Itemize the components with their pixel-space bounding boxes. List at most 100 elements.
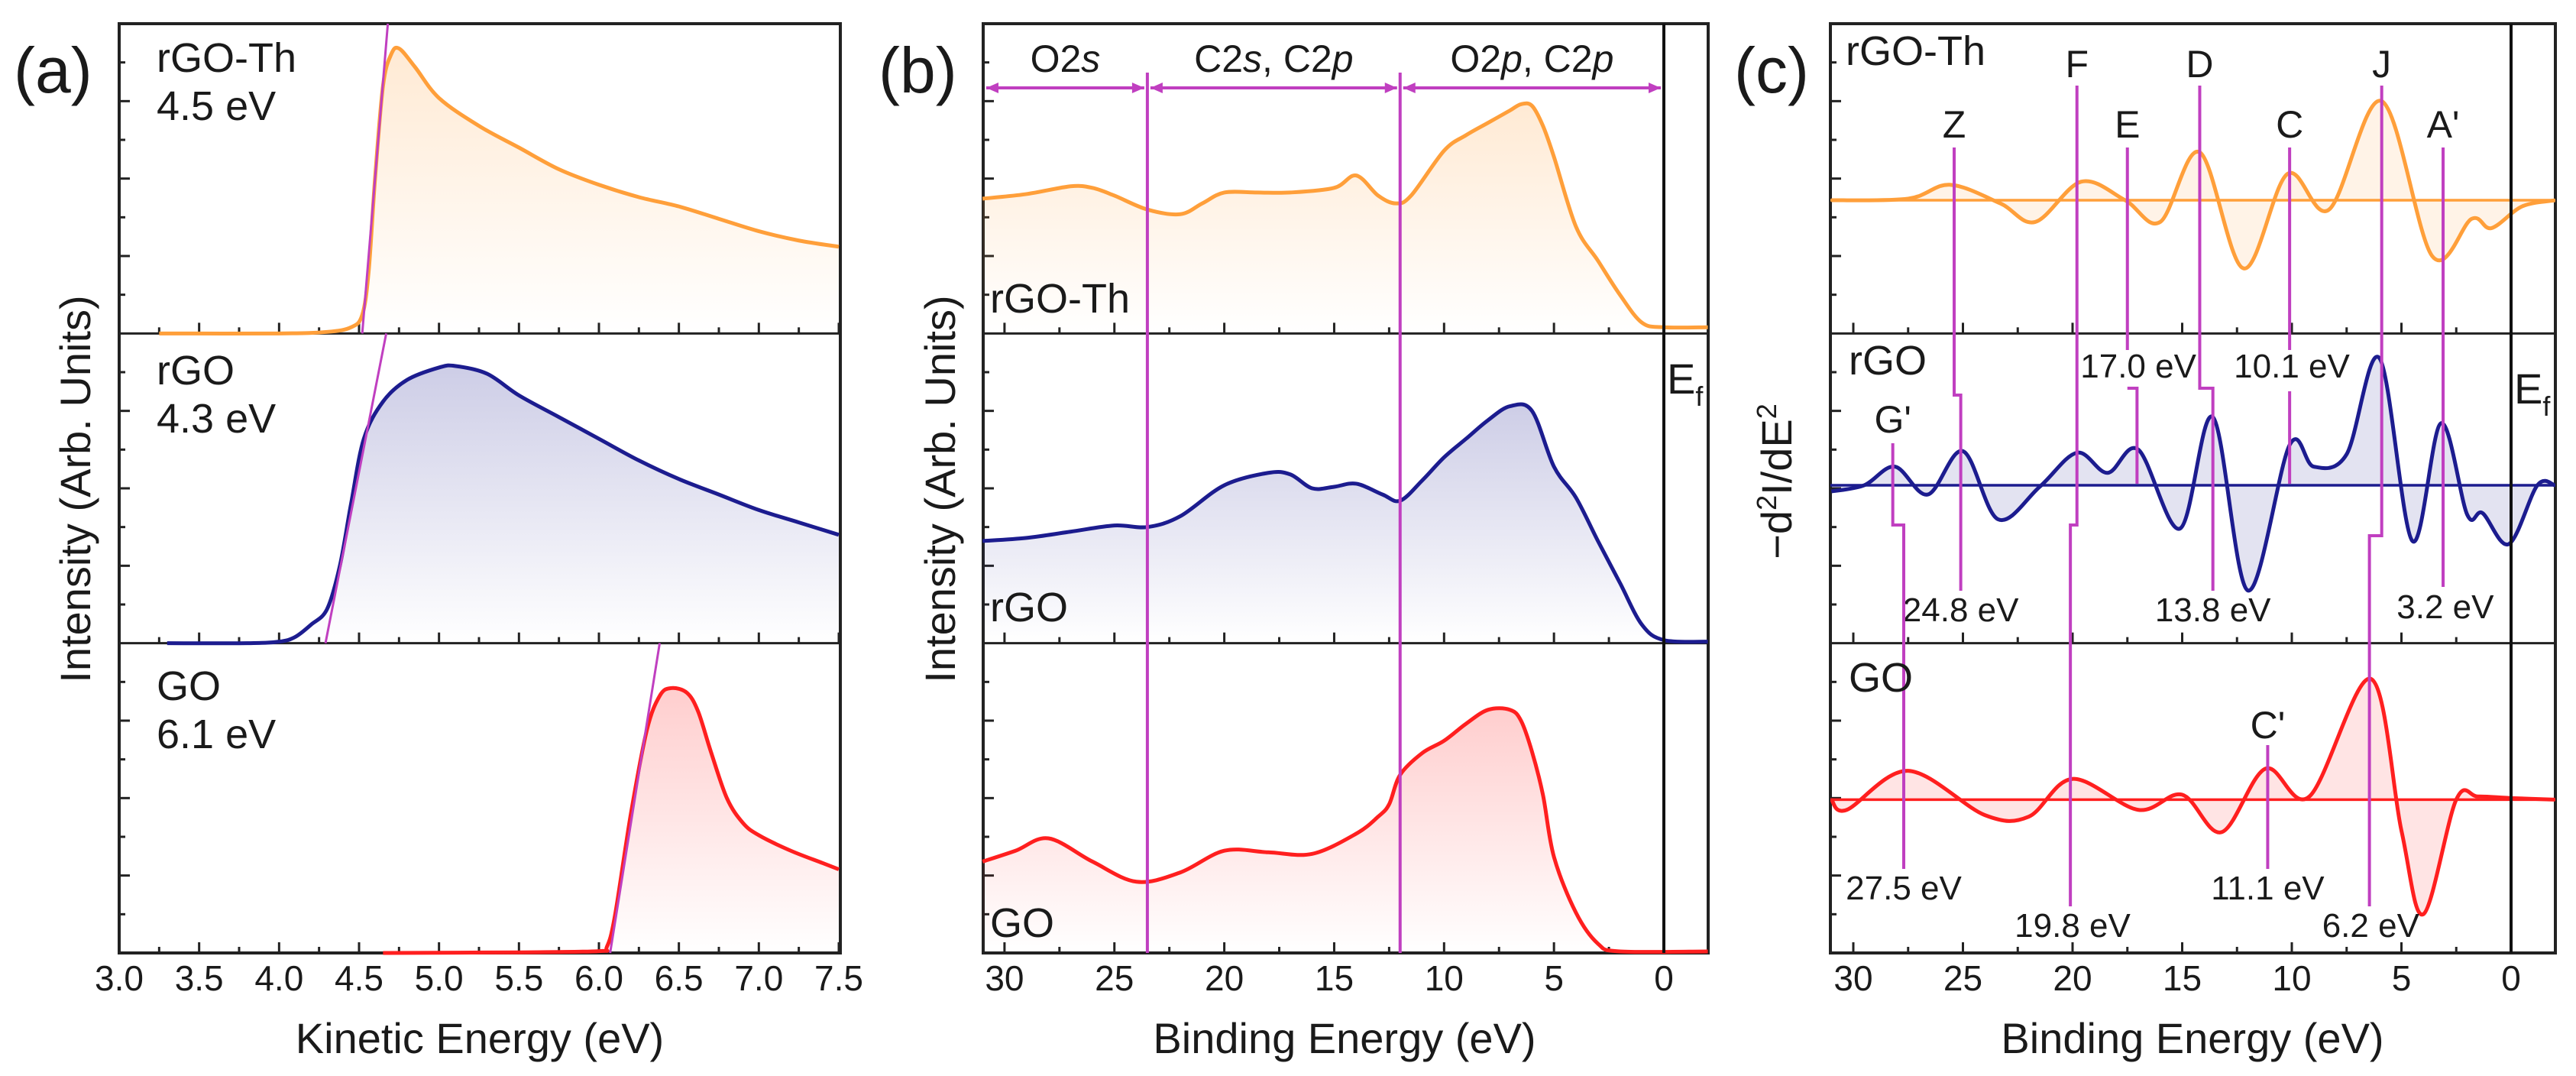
x-axis-title-b: Binding Energy (eV) [1153,1014,1536,1062]
x-tick-label: 20 [2053,958,2092,998]
peak-letter-label: D [2186,43,2213,86]
arrowhead-left [986,83,998,93]
work-function-rgo: 4.3 eV [157,396,276,442]
panel-label-a: (a) [14,34,92,106]
peak-letter-label: F [2065,43,2089,86]
series-fill-go [1831,678,2555,915]
x-tick-label: 0 [1654,958,1674,998]
x-axis-title-c: Binding Energy (eV) [2001,1014,2383,1062]
x-tick-label: 30 [985,958,1024,998]
series-fill-go [383,688,839,953]
peak-energy-label: 6.2 eV [2322,907,2420,945]
peak-marker: D 13.8 eV [2155,43,2271,629]
peak-marker-line [1891,443,1906,869]
y-axis-title-a: Intensity (Arb. Units) [51,295,99,682]
x-axis-title-a: Kinetic Energy (eV) [296,1014,664,1062]
region-label-part: O2 [1031,37,1082,80]
peak-energy-label: 10.1 eV [2234,348,2350,385]
series-line-rgo-th [159,45,840,335]
peak-energy-label: 11.1 eV [2211,870,2325,907]
x-tick-label: 5 [1544,958,1564,998]
peak-energy-label: 19.8 eV [2015,907,2131,945]
peak-letter-label: A' [2427,103,2460,146]
peak-marker: C 10.1 eV [2234,103,2350,484]
x-tick-label: 5.0 [415,958,464,998]
y-axis-title-part: I/dE [1752,419,1801,495]
series-fill-rgo-th [159,47,839,334]
x-tick-label: 25 [1095,958,1134,998]
y-axis-title-part: 2 [1751,404,1782,419]
peak-energy-label: 27.5 eV [1846,870,1962,907]
region-label-part: O2 [1450,37,1501,80]
panel-c: 30 25 20 15 10 5 0 Ef Z 24.8 eV F 19.8 eV E 17.0 eV D 1… [1734,22,2557,1062]
peak-energy-label: 24.8 eV [1903,591,2019,629]
series-label-go: GO [1849,655,1913,701]
peak-marker: F 19.8 eV [2015,43,2131,945]
series-line-go [1830,676,2555,917]
x-tick-label: 5 [2392,958,2412,998]
peak-marker: A' 3.2 eV [2396,103,2494,626]
x-tick-label: 6.0 [574,958,623,998]
series-fill-rgo-th [982,103,1708,334]
onset-fit-line [609,643,662,954]
region-label: C2s, C2p [1194,37,1353,80]
x-tick-label: 7.0 [734,958,783,998]
panel-a: 3.0 3.5 4.0 4.5 5.0 5.5 6.0 6.5 7.0 7.5(a) rGO-Th4… [14,22,863,1062]
x-tick-label: 4.0 [254,958,303,998]
series-fill-rgo [167,365,839,643]
region-label-part: p [1591,37,1614,80]
x-tick-label: 7.5 [814,958,863,998]
peak-marker: Z 24.8 eV [1903,103,2019,629]
x-tick-label: 15 [2163,958,2202,998]
region-label: O2p, C2p [1450,37,1613,80]
fermi-level-label: Ef [1667,355,1704,412]
series-fill-rgo [982,404,1708,643]
peak-marker-line [2069,86,2079,906]
x-tick-label: 4.5 [335,958,383,998]
peak-energy-label: 3.2 eV [2396,588,2494,626]
x-tick-label: 10 [1425,958,1464,998]
x-tick-label: 0 [2501,958,2521,998]
peak-marker: J 6.2 eV [2322,43,2420,945]
arrowhead-left [1403,83,1416,93]
region-label-part: , C2 [1523,37,1593,80]
series-label-rgo-th: rGO-Th [157,35,296,81]
series-line-rgo-th [1831,99,2555,271]
x-tick-label: 20 [1205,958,1244,998]
series-line-go [383,685,840,955]
x-tick-label: 5.5 [494,958,543,998]
peak-letter-label: G' [1874,398,1911,441]
region-label-part: s [1081,37,1100,80]
onset-fit-line [361,23,390,334]
arrowhead-right [1649,83,1661,93]
x-tick-label: 30 [1833,958,1872,998]
y-axis-title-part: 2 [1751,495,1782,510]
x-tick-label: 6.5 [655,958,704,998]
series-fill-go [982,708,1708,953]
region-label-part: C2 [1194,37,1243,80]
x-tick-label: 10 [2272,958,2311,998]
onset-fit-line [324,333,388,643]
arrowhead-right [1131,83,1144,93]
peak-energy-label: 17.0 eV [2080,348,2196,385]
peak-marker: E 17.0 eV [2080,103,2197,484]
peak-marker-line [2198,86,2215,591]
series-label-rgo: rGO [1849,338,1927,384]
work-function-rgo-th: 4.5 eV [157,83,276,129]
series-line-go [982,706,1708,954]
region-label: O2s [1031,37,1101,80]
peak-marker-line [2367,86,2383,906]
peak-letter-label: E [2115,103,2140,146]
peak-energy-label: 13.8 eV [2155,591,2271,629]
peak-letter-label: J [2372,43,2391,86]
y-axis-title-c: −d2I/dE2 [1751,404,1801,559]
series-line-rgo [167,363,840,646]
x-tick-label: 3.0 [95,958,144,998]
series-label-rgo-th: rGO-Th [990,276,1130,322]
arrowhead-left [1150,83,1163,93]
series-fill-rgo [1831,356,2555,591]
arrowhead-right [1384,83,1397,93]
peak-letter-label: Z [1943,103,1966,146]
